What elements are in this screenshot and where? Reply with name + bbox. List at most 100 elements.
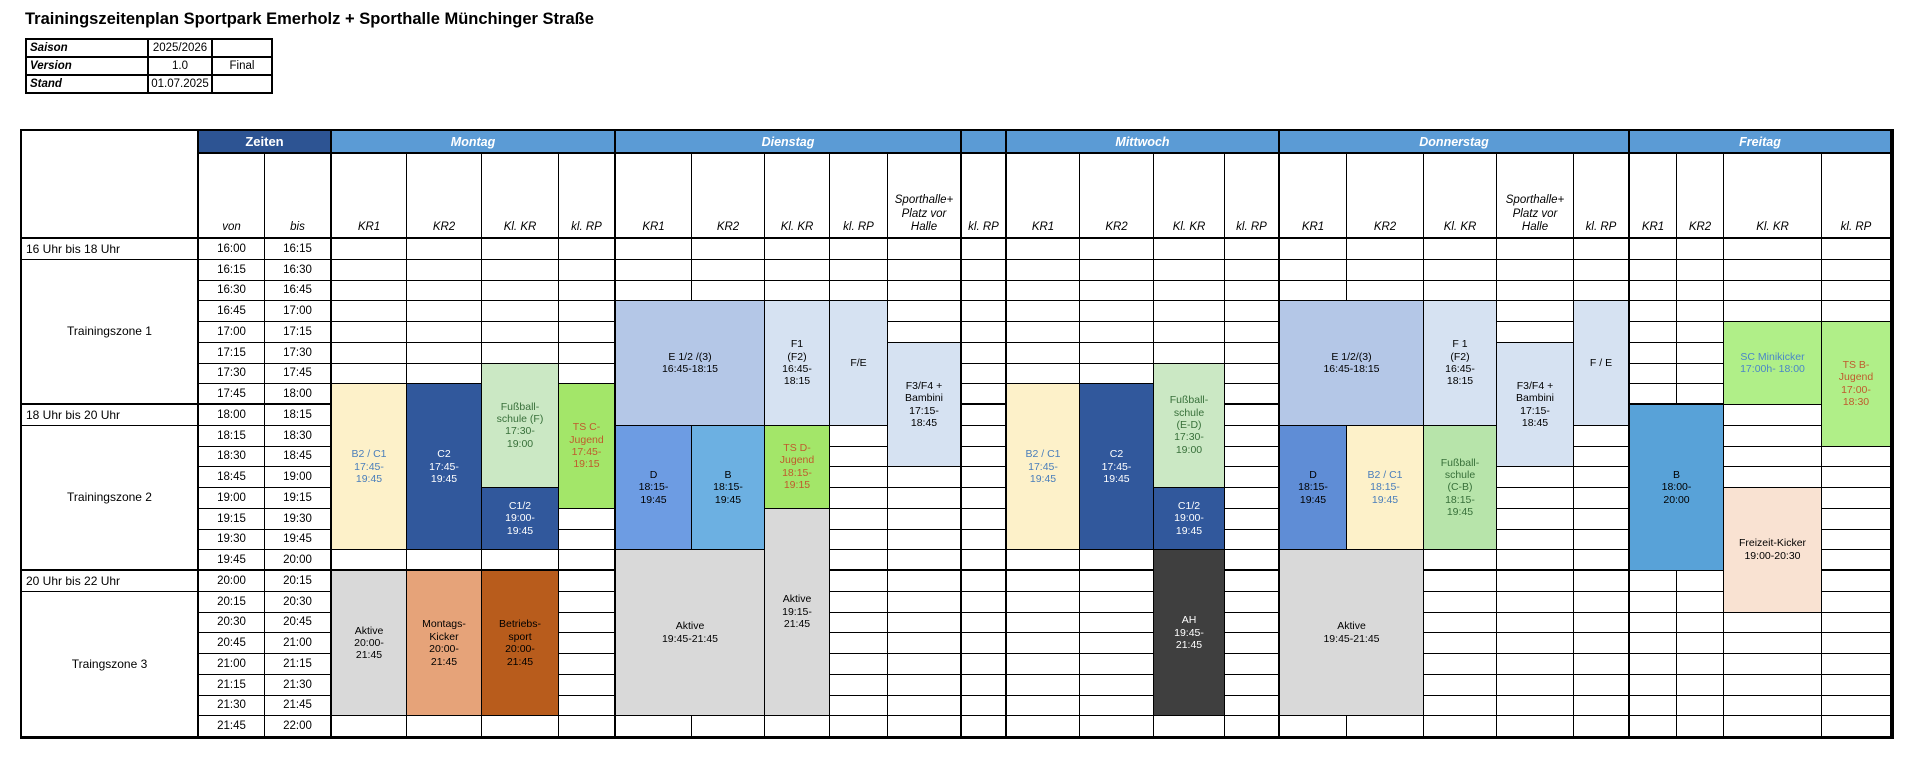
- schedule-cell: [692, 239, 765, 260]
- training-block: F 1 (F2) 16:45- 18:15: [1424, 301, 1497, 426]
- schedule-cell: [616, 239, 692, 260]
- schedule-cell: [1007, 633, 1080, 654]
- schedule-cell: [1280, 239, 1347, 260]
- schedule-cell: [1424, 571, 1497, 592]
- zone-label: Traingszone 3: [22, 591, 199, 737]
- schedule-cell: [1225, 239, 1280, 260]
- schedule-cell: [407, 550, 482, 571]
- training-block: TS C- Jugend 17:45- 19:15: [559, 384, 616, 509]
- zone-label: Trainingszone 1: [22, 259, 199, 405]
- schedule-cell: [1424, 716, 1497, 737]
- training-block: Montags- Kicker 20:00- 21:45: [407, 571, 482, 717]
- column-header-montag-klkr: Kl. KR: [482, 154, 559, 239]
- training-block: B 18:00- 20:00: [1630, 405, 1724, 571]
- schedule-cell: [962, 488, 1007, 509]
- time-cell-bis: 16:30: [265, 259, 332, 281]
- schedule-cell: [1154, 280, 1225, 302]
- schedule-cell: [407, 239, 482, 260]
- time-cell-von: 21:45: [199, 716, 265, 737]
- time-cell-von: 17:30: [199, 363, 265, 385]
- time-cell-bis: 20:30: [265, 591, 332, 613]
- schedule-cell: [765, 259, 830, 281]
- time-cell-von: 18:45: [199, 467, 265, 488]
- schedule-cell: [1677, 322, 1724, 343]
- time-cell-von: 18:30: [199, 446, 265, 468]
- column-header-montag-kr1: KR1: [332, 154, 407, 239]
- time-cell-von: 18:15: [199, 425, 265, 447]
- schedule-cell: [1574, 674, 1630, 696]
- schedule-cell: [1497, 239, 1574, 260]
- schedule-cell: [830, 612, 888, 634]
- schedule-cell: [1154, 301, 1225, 322]
- schedule-cell: [559, 571, 616, 592]
- time-cell-bis: 21:15: [265, 654, 332, 675]
- schedule-cell: [1280, 716, 1347, 737]
- time-cell-bis: 21:00: [265, 633, 332, 654]
- schedule-cell: [482, 342, 559, 364]
- column-header-dienstag-klkr: Kl. KR: [765, 154, 830, 239]
- schedule-cell: [616, 716, 692, 737]
- schedule-cell: [830, 467, 888, 488]
- schedule-cell: [332, 716, 407, 737]
- training-block: C1/2 19:00- 19:45: [1154, 488, 1225, 551]
- schedule-cell: [830, 239, 888, 260]
- training-block: Aktive 20:00- 21:45: [332, 571, 407, 717]
- time-cell-von: 20:30: [199, 612, 265, 634]
- schedule-cell: [1497, 259, 1574, 281]
- schedule-cell: [1497, 716, 1574, 737]
- time-cell-bis: 16:45: [265, 280, 332, 302]
- schedule-cell: [830, 446, 888, 468]
- schedule-cell: [1497, 633, 1574, 654]
- schedule-cell: [962, 446, 1007, 468]
- schedule-cell: [1677, 612, 1724, 634]
- schedule-cell: [559, 633, 616, 654]
- schedule-cell: [1225, 508, 1280, 530]
- schedule-cell: [332, 342, 407, 364]
- schedule-cell: [332, 280, 407, 302]
- schedule-cell: [1080, 612, 1154, 634]
- training-block: B2 / C1 18:15- 19:45: [1347, 425, 1424, 551]
- schedule-cell: [1007, 591, 1080, 613]
- column-header-montag-kr2: KR2: [407, 154, 482, 239]
- training-block: C2 17:45- 19:45: [1080, 384, 1154, 551]
- info-table: Saison 2025/2026 Version 1.0 Final Stand…: [25, 38, 273, 94]
- schedule-cell: [1630, 612, 1677, 634]
- schedule-cell: [1574, 488, 1630, 509]
- schedule-cell: [962, 280, 1007, 302]
- schedule-cell: [888, 239, 962, 260]
- schedule-cell: [1225, 633, 1280, 654]
- column-header-mittwoch-klkr: Kl. KR: [1154, 154, 1225, 239]
- schedule-cell: [482, 301, 559, 322]
- schedule-cell: [1822, 508, 1892, 530]
- column-header-freitag-klrp: kl. RP: [1822, 154, 1892, 239]
- schedule-cell: [1225, 467, 1280, 488]
- time-cell-von: 21:00: [199, 654, 265, 675]
- schedule-cell: [1424, 633, 1497, 654]
- schedule-cell: [1225, 446, 1280, 468]
- schedule-cell: [888, 716, 962, 737]
- info-label-saison: Saison: [26, 39, 148, 57]
- schedule-cell: [1822, 550, 1892, 571]
- schedule-cell: [1424, 612, 1497, 634]
- schedule-cell: [1724, 674, 1822, 696]
- day-header-freitag: Freitag: [1630, 131, 1892, 154]
- schedule-cell: [888, 612, 962, 634]
- schedule-cell: [1080, 301, 1154, 322]
- schedule-cell: [1225, 384, 1280, 405]
- schedule-cell: [962, 259, 1007, 281]
- schedule-cell: [559, 322, 616, 343]
- schedule-cell: [1724, 446, 1822, 468]
- schedule-cell: [407, 716, 482, 737]
- schedule-cell: [830, 280, 888, 302]
- schedule-cell: [1574, 280, 1630, 302]
- schedule-cell: [1347, 280, 1424, 302]
- time-cell-von: 18:00: [199, 405, 265, 426]
- schedule-cell: [1677, 384, 1724, 405]
- schedule-cell: [830, 695, 888, 717]
- schedule-cell: [1424, 591, 1497, 613]
- schedule-cell: [332, 363, 407, 385]
- schedule-cell: [559, 508, 616, 530]
- column-header-mittwoch-klrp: kl. RP: [1225, 154, 1280, 239]
- training-block: Fußball- schule (C-B) 18:15- 19:45: [1424, 425, 1497, 551]
- schedule-cell: [1080, 674, 1154, 696]
